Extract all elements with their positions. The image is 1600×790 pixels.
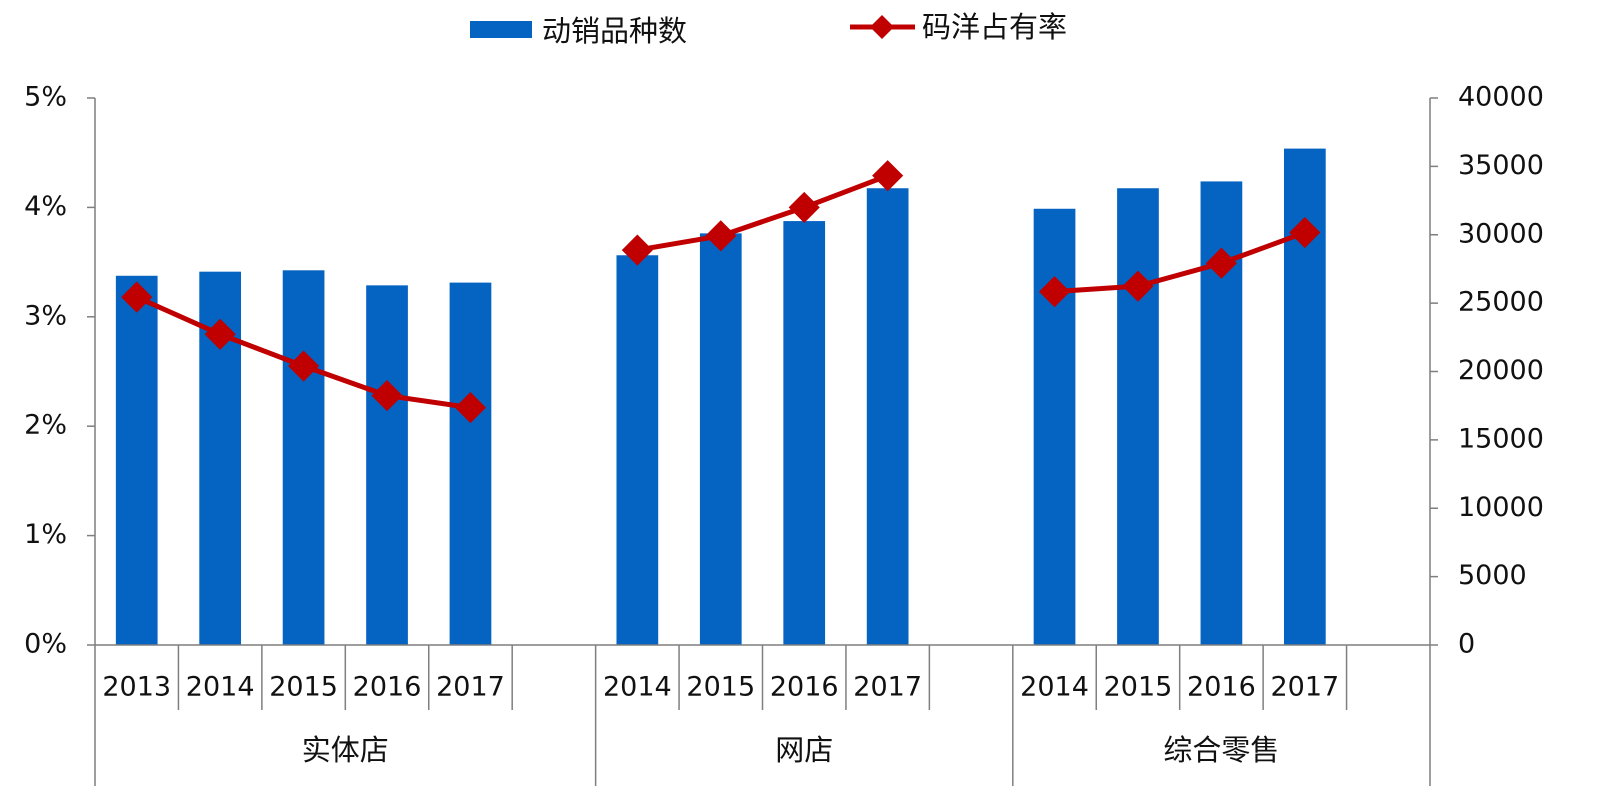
legend-label-line: 码洋占有率 — [922, 10, 1067, 44]
line-point-marker — [788, 191, 820, 223]
line-point-marker — [121, 281, 153, 313]
right-axis-tick-label: 35000 — [1458, 150, 1544, 181]
year-label: 2016 — [353, 672, 422, 703]
year-label: 2013 — [102, 672, 171, 703]
year-label: 2017 — [853, 672, 922, 703]
bar — [115, 275, 158, 645]
left-axis-tick-label: 2% — [24, 410, 67, 441]
bar — [449, 282, 492, 645]
line-series — [121, 160, 1321, 424]
bar — [699, 233, 742, 645]
right-axis-tick-label: 20000 — [1458, 355, 1544, 386]
right-axis-tick-label: 0 — [1458, 629, 1475, 660]
left-axis-tick-label: 0% — [24, 629, 67, 660]
bar — [783, 221, 826, 645]
bar — [366, 285, 408, 645]
line-segment — [1054, 230, 1306, 295]
legend-bar-swatch — [470, 21, 532, 38]
right-axis-tick-label: 40000 — [1458, 82, 1544, 113]
year-label: 2014 — [186, 672, 255, 703]
year-label: 2016 — [1187, 672, 1256, 703]
line-point-marker — [288, 350, 320, 382]
right-axis-tick-label: 25000 — [1458, 287, 1544, 318]
bar — [616, 255, 659, 645]
year-label: 2017 — [1270, 672, 1339, 703]
year-label: 2015 — [686, 672, 755, 703]
year-label: 2015 — [269, 672, 338, 703]
year-label: 2017 — [436, 672, 505, 703]
left-axis-tick-label: 5% — [24, 82, 67, 113]
line-point-marker — [872, 160, 904, 192]
category-axis: 2013 2014 2015 2016 2017 实体店 2014 2015 2016 2017 网… — [94, 644, 1431, 786]
left-axis-tick-label: 3% — [24, 300, 67, 331]
right-axis-tick-label: 15000 — [1458, 423, 1544, 454]
line-point-marker — [1122, 270, 1154, 302]
bar — [1033, 208, 1076, 645]
line-point-marker — [1038, 276, 1071, 308]
legend: 动销品种数 码洋占有率 — [470, 10, 1067, 48]
year-label: 2014 — [603, 672, 672, 703]
legend-marker-diamond — [869, 14, 895, 40]
group-label: 网店 — [775, 733, 833, 767]
right-axis-tick-label: 10000 — [1458, 492, 1544, 523]
group-label: 实体店 — [302, 733, 389, 767]
year-label: 2015 — [1104, 672, 1173, 703]
line-segment — [636, 173, 889, 253]
line-point-marker — [371, 380, 403, 412]
axes: 0% 1% 2% 3% 4% 5% 0 5000 10000 15000 20000 25000 300… — [24, 82, 1544, 660]
line-point-marker — [454, 392, 487, 424]
year-label: 2014 — [1020, 672, 1089, 703]
legend-label-bar: 动销品种数 — [542, 14, 687, 48]
bar — [1117, 188, 1159, 645]
bar-series — [115, 148, 1326, 646]
left-axis-tick-label: 1% — [24, 519, 67, 550]
bar — [282, 270, 325, 645]
line-point-marker — [204, 318, 236, 350]
right-axis-tick-label: 5000 — [1458, 560, 1527, 591]
group-label: 综合零售 — [1163, 733, 1279, 767]
bar — [866, 188, 909, 645]
right-axis-tick-label: 30000 — [1458, 218, 1544, 249]
left-axis-tick-label: 4% — [24, 191, 67, 222]
year-label: 2016 — [770, 672, 839, 703]
